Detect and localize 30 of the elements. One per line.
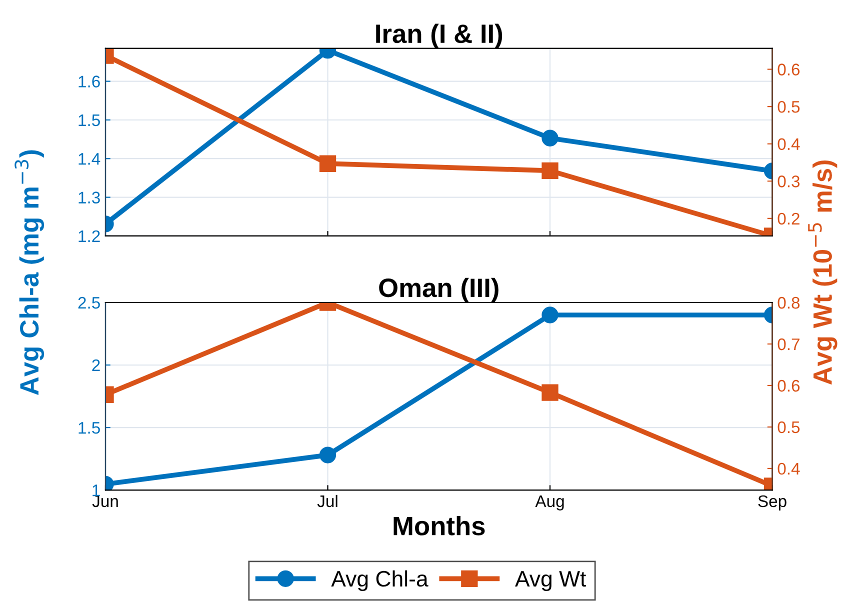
x-tick-label: Sep — [758, 495, 786, 510]
y-tick-label: 1.5 — [78, 422, 100, 434]
y2-tick-label: 0.3 — [778, 176, 800, 188]
y-tick-label: 1.2 — [78, 230, 100, 242]
legend-label: Avg Chl-a — [331, 570, 428, 592]
y2-tick-label: 0.4 — [778, 138, 800, 150]
y-tick-label: 1.5 — [78, 114, 100, 126]
y2-tick-label: 0.6 — [778, 64, 800, 76]
y2-tick-label: 0.5 — [778, 100, 800, 113]
y-tick-label: 2 — [92, 359, 100, 372]
chart-title: Oman (III) — [379, 278, 498, 302]
y2-tick-label: 0.8 — [778, 296, 800, 309]
x-axis-title: Months — [394, 516, 485, 536]
x-tick-label: Jun — [92, 496, 118, 508]
y2-tick-label: 0.4 — [778, 462, 800, 475]
x-tick-label: Jul — [317, 494, 338, 508]
y-tick-label: 1.3 — [78, 192, 100, 204]
chart-title: Iran (I & II) — [376, 24, 502, 48]
y2-tick-label: 0.5 — [778, 421, 800, 434]
y2-tick-label: 0.2 — [778, 212, 800, 225]
y-tick-label: 2.5 — [78, 296, 100, 309]
y-tick-label: 1.6 — [78, 76, 100, 88]
y2-tick-label: 0.7 — [778, 338, 800, 350]
x-tick-label: Aug — [535, 496, 564, 510]
y-axis-title: Avg Chl-a (mg m$^{−3}$) — [14, 150, 44, 395]
y2-tick-label: 0.6 — [778, 380, 800, 392]
y-tick-label: 1.4 — [78, 153, 100, 165]
y2-axis-title: Avg Wt (10$^{−5}$ m/s) — [808, 160, 838, 385]
y-tick-label: 1 — [92, 484, 100, 496]
legend-label: Avg Wt — [515, 571, 586, 592]
